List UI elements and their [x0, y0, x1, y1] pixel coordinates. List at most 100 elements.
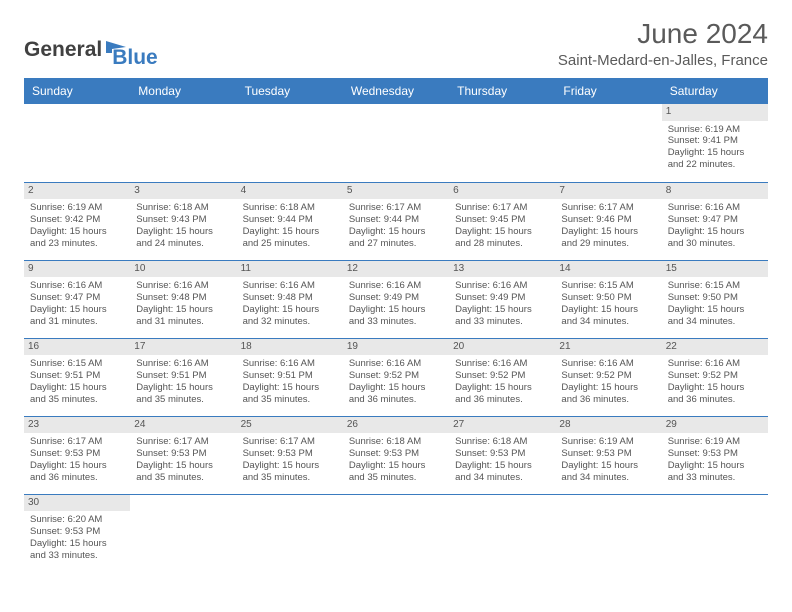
daylight-text: Daylight: 15 hours and 36 minutes. [30, 460, 124, 484]
weekday-header: Sunday [24, 78, 130, 104]
sunrise-text: Sunrise: 6:16 AM [349, 358, 443, 370]
day-number: 28 [555, 417, 661, 434]
daylight-text: Daylight: 15 hours and 34 minutes. [455, 460, 549, 484]
daylight-text: Daylight: 15 hours and 22 minutes. [668, 147, 762, 171]
sunset-text: Sunset: 9:53 PM [455, 448, 549, 460]
daylight-text: Daylight: 15 hours and 33 minutes. [30, 538, 124, 562]
daylight-text: Daylight: 15 hours and 34 minutes. [561, 304, 655, 328]
calendar-cell: 16Sunrise: 6:15 AMSunset: 9:51 PMDayligh… [24, 338, 130, 416]
sunrise-text: Sunrise: 6:18 AM [455, 436, 549, 448]
daylight-text: Daylight: 15 hours and 33 minutes. [455, 304, 549, 328]
daylight-text: Daylight: 15 hours and 30 minutes. [668, 226, 762, 250]
sunrise-text: Sunrise: 6:16 AM [455, 358, 549, 370]
day-number: 16 [24, 339, 130, 356]
sunrise-text: Sunrise: 6:18 AM [243, 202, 337, 214]
calendar-cell: 3Sunrise: 6:18 AMSunset: 9:43 PMDaylight… [130, 182, 236, 260]
calendar-cell: 17Sunrise: 6:16 AMSunset: 9:51 PMDayligh… [130, 338, 236, 416]
calendar-cell: 4Sunrise: 6:18 AMSunset: 9:44 PMDaylight… [237, 182, 343, 260]
sunset-text: Sunset: 9:49 PM [455, 292, 549, 304]
calendar-cell: 27 Sunrise: 6:18 AMSunset: 9:53 PMDayligh… [449, 416, 555, 494]
weekday-header: Thursday [449, 78, 555, 104]
calendar-cell: 25Sunrise: 6:17 AMSunset: 9:53 PMDayligh… [237, 416, 343, 494]
daylight-text: Daylight: 15 hours and 35 minutes. [243, 382, 337, 406]
day-number: 18 [237, 339, 343, 356]
sunrise-text: Sunrise: 6:17 AM [561, 202, 655, 214]
day-number: 12 [343, 261, 449, 278]
daylight-text: Daylight: 15 hours and 35 minutes. [243, 460, 337, 484]
calendar-cell: . [449, 494, 555, 572]
sunset-text: Sunset: 9:48 PM [243, 292, 337, 304]
calendar-cell: 15Sunrise: 6:15 AMSunset: 9:50 PMDayligh… [662, 260, 768, 338]
sunrise-text: Sunrise: 6:16 AM [349, 280, 443, 292]
daylight-text: Daylight: 15 hours and 33 minutes. [668, 460, 762, 484]
sunset-text: Sunset: 9:53 PM [243, 448, 337, 460]
sunset-text: Sunset: 9:53 PM [136, 448, 230, 460]
calendar-cell: 7Sunrise: 6:17 AMSunset: 9:46 PMDaylight… [555, 182, 661, 260]
calendar-cell: 24Sunrise: 6:17 AMSunset: 9:53 PMDayligh… [130, 416, 236, 494]
calendar-cell: 14Sunrise: 6:15 AMSunset: 9:50 PMDayligh… [555, 260, 661, 338]
calendar-cell: 26Sunrise: 6:18 AMSunset: 9:53 PMDayligh… [343, 416, 449, 494]
sunset-text: Sunset: 9:41 PM [668, 135, 762, 147]
sunset-text: Sunset: 9:42 PM [30, 214, 124, 226]
calendar-row: 23Sunrise: 6:17 AMSunset: 9:53 PMDayligh… [24, 416, 768, 494]
daylight-text: Daylight: 15 hours and 36 minutes. [561, 382, 655, 406]
day-number: 22 [662, 339, 768, 356]
calendar-cell: 10Sunrise: 6:16 AMSunset: 9:48 PMDayligh… [130, 260, 236, 338]
calendar-cell: . [343, 104, 449, 182]
day-number: 6 [449, 183, 555, 200]
calendar-cell: 6Sunrise: 6:17 AMSunset: 9:45 PMDaylight… [449, 182, 555, 260]
day-number: 13 [449, 261, 555, 278]
day-number: 15 [662, 261, 768, 278]
daylight-text: Daylight: 15 hours and 25 minutes. [243, 226, 337, 250]
day-number: 10 [130, 261, 236, 278]
sunrise-text: Sunrise: 6:17 AM [136, 436, 230, 448]
weekday-header: Wednesday [343, 78, 449, 104]
daylight-text: Daylight: 15 hours and 34 minutes. [561, 460, 655, 484]
sunset-text: Sunset: 9:50 PM [561, 292, 655, 304]
weekday-header: Tuesday [237, 78, 343, 104]
daylight-text: Daylight: 15 hours and 33 minutes. [349, 304, 443, 328]
day-number: 23 [24, 417, 130, 434]
calendar-cell: 23Sunrise: 6:17 AMSunset: 9:53 PMDayligh… [24, 416, 130, 494]
day-number: 1 [662, 104, 768, 121]
day-number: 9 [24, 261, 130, 278]
sunset-text: Sunset: 9:53 PM [30, 448, 124, 460]
day-number: 8 [662, 183, 768, 200]
calendar-row: ......1Sunrise: 6:19 AMSunset: 9:41 PMDa… [24, 104, 768, 182]
logo-text-dark: General [24, 38, 102, 62]
daylight-text: Daylight: 15 hours and 35 minutes. [349, 460, 443, 484]
day-number: 2 [24, 183, 130, 200]
daylight-text: Daylight: 15 hours and 36 minutes. [455, 382, 549, 406]
sunrise-text: Sunrise: 6:15 AM [30, 358, 124, 370]
daylight-text: Daylight: 15 hours and 31 minutes. [136, 304, 230, 328]
sunrise-text: Sunrise: 6:16 AM [668, 202, 762, 214]
day-number: 19 [343, 339, 449, 356]
day-number: 27 [449, 417, 555, 434]
calendar-cell: . [343, 494, 449, 572]
sunset-text: Sunset: 9:53 PM [668, 448, 762, 460]
daylight-text: Daylight: 15 hours and 29 minutes. [561, 226, 655, 250]
calendar-cell: 21Sunrise: 6:16 AMSunset: 9:52 PMDayligh… [555, 338, 661, 416]
calendar-cell: 28Sunrise: 6:19 AMSunset: 9:53 PMDayligh… [555, 416, 661, 494]
sunrise-text: Sunrise: 6:16 AM [136, 358, 230, 370]
calendar-cell: 8 Sunrise: 6:16 AMSunset: 9:47 PMDaylight… [662, 182, 768, 260]
page-title: June 2024 [558, 18, 768, 50]
sunrise-text: Sunrise: 6:15 AM [561, 280, 655, 292]
sunrise-text: Sunrise: 6:16 AM [455, 280, 549, 292]
day-number: 24 [130, 417, 236, 434]
daylight-text: Daylight: 15 hours and 34 minutes. [668, 304, 762, 328]
sunrise-text: Sunrise: 6:19 AM [561, 436, 655, 448]
daylight-text: Daylight: 15 hours and 35 minutes. [30, 382, 124, 406]
calendar-cell: 1Sunrise: 6:19 AMSunset: 9:41 PMDaylight… [662, 104, 768, 182]
calendar-cell: 30Sunrise: 6:20 AMSunset: 9:53 PMDayligh… [24, 494, 130, 572]
sunset-text: Sunset: 9:48 PM [136, 292, 230, 304]
sunset-text: Sunset: 9:44 PM [349, 214, 443, 226]
sunset-text: Sunset: 9:47 PM [668, 214, 762, 226]
calendar-header-row: Sunday Monday Tuesday Wednesday Thursday… [24, 78, 768, 104]
sunset-text: Sunset: 9:47 PM [30, 292, 124, 304]
daylight-text: Daylight: 15 hours and 31 minutes. [30, 304, 124, 328]
sunrise-text: Sunrise: 6:16 AM [243, 280, 337, 292]
sunset-text: Sunset: 9:51 PM [136, 370, 230, 382]
calendar-cell: 19Sunrise: 6:16 AMSunset: 9:52 PMDayligh… [343, 338, 449, 416]
calendar-cell: 22Sunrise: 6:16 AMSunset: 9:52 PMDayligh… [662, 338, 768, 416]
